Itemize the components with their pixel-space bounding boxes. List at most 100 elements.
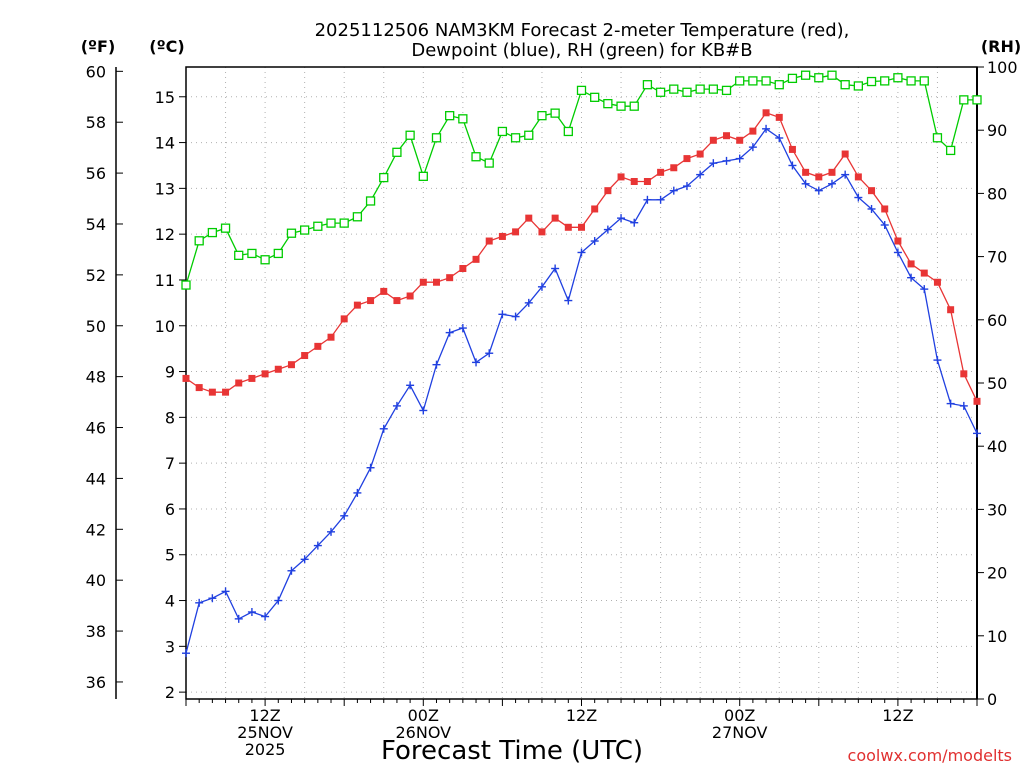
temperature-point [208, 388, 216, 396]
dewpoint-point [327, 527, 336, 536]
temperature-point [696, 150, 704, 158]
dewpoint-point [709, 159, 718, 168]
temperature-point [301, 352, 309, 360]
dewpoint-point [379, 424, 388, 433]
dewpoint-point [392, 401, 401, 410]
rh-point [932, 133, 943, 143]
rh-point [313, 221, 323, 231]
rh-point [286, 228, 297, 238]
temperature-point [920, 269, 928, 277]
temperature-point [525, 214, 533, 222]
x-axis-title: Forecast Time (UTC) [381, 736, 643, 766]
celsius-tick-label: 13 [155, 179, 175, 198]
rh-point [695, 84, 705, 94]
rh-point [774, 80, 784, 90]
rh-point [247, 248, 257, 259]
rh-point [352, 212, 363, 222]
series-lines [181, 70, 982, 658]
fahrenheit-tick-label: 46 [86, 419, 106, 438]
temperature-point [670, 164, 678, 172]
fahrenheit-unit-label: (ºF) [81, 37, 116, 56]
rh-tick-label: 50 [987, 374, 1007, 393]
dewpoint-point [551, 264, 560, 273]
x-tick-label: 00Z [408, 706, 439, 725]
rh-point [655, 87, 666, 97]
rh-point [537, 111, 547, 121]
dewpoint-point [182, 649, 190, 658]
rh-tick-label: 60 [987, 311, 1007, 330]
celsius-tick-label: 5 [165, 546, 175, 565]
rh-tick-label: 10 [987, 627, 1007, 646]
temperature-point [314, 342, 322, 350]
dewpoint-point [590, 237, 599, 246]
dewpoint-point [656, 195, 665, 204]
temperature-point [788, 145, 796, 153]
rh-point [418, 171, 428, 181]
dewpoint-point [762, 124, 771, 133]
dewpoint-point [208, 594, 217, 603]
celsius-tick-label: 9 [165, 363, 175, 382]
rh-point [603, 99, 613, 109]
dewpoint-point [854, 193, 863, 202]
temperature-point [472, 255, 480, 263]
rh-point [365, 196, 376, 206]
celsius-tick-label: 4 [165, 592, 175, 611]
rh-point [893, 73, 903, 83]
rh-point [207, 227, 218, 238]
dewpoint-point [261, 612, 270, 621]
dewpoint-point [841, 170, 850, 179]
celsius-tick-label: 3 [165, 637, 175, 656]
fahrenheit-tick-label: 36 [86, 673, 106, 692]
rh-point [510, 133, 521, 143]
dewpoint-point [458, 324, 467, 333]
dewpoint-point [933, 356, 942, 365]
temperature-point [287, 361, 295, 369]
rh-tick-label: 20 [987, 564, 1007, 583]
dewpoint-point [340, 511, 349, 520]
temperature-point [960, 370, 968, 378]
temperature-point [512, 228, 520, 236]
rh-point [919, 76, 929, 86]
temperature-point [947, 306, 955, 314]
rh-tick-label: 40 [987, 437, 1007, 456]
dewpoint-point [617, 214, 626, 223]
x-tick-label: 12Z [566, 706, 597, 725]
rh-tick-label: 80 [987, 184, 1007, 203]
celsius-tick-label: 10 [155, 317, 175, 336]
temperature-point [551, 214, 559, 222]
dewpoint-point [827, 179, 836, 188]
temperature-point [630, 177, 638, 185]
temperature-point [406, 292, 414, 300]
temperature-point [723, 132, 731, 140]
fahrenheit-tick-label: 42 [86, 520, 106, 539]
temperature-point [828, 168, 836, 176]
temperature-point [907, 260, 915, 268]
dewpoint-point [801, 179, 810, 188]
temperature-point [683, 155, 691, 163]
fahrenheit-tick-label: 48 [86, 368, 106, 387]
temperature-point [419, 278, 427, 286]
celsius-tick-label: 6 [165, 500, 175, 519]
dewpoint-point [524, 298, 533, 307]
celsius-tick-label: 11 [155, 271, 175, 290]
rh-point [405, 130, 415, 140]
temperature-point [459, 265, 467, 273]
rh-unit-label: (RH) [981, 37, 1021, 56]
dewpoint-point [498, 310, 507, 319]
temperature-point [380, 287, 388, 295]
dewpoint-point [814, 186, 823, 195]
rh-tick-label: 0 [987, 690, 997, 709]
dewpoint-point [287, 566, 296, 575]
rh-point [273, 248, 283, 259]
fahrenheit-tick-label: 56 [86, 164, 106, 183]
dewpoint-point [959, 401, 968, 410]
rh-point [299, 225, 310, 235]
dewpoint-point [221, 587, 230, 596]
dewpoint-point [406, 381, 415, 390]
dewpoint-point [234, 614, 243, 623]
temperature-point [393, 297, 401, 305]
fahrenheit-tick-label: 50 [86, 317, 106, 336]
rh-point [431, 133, 442, 143]
rh-point [458, 114, 468, 124]
rh-point [524, 130, 534, 140]
